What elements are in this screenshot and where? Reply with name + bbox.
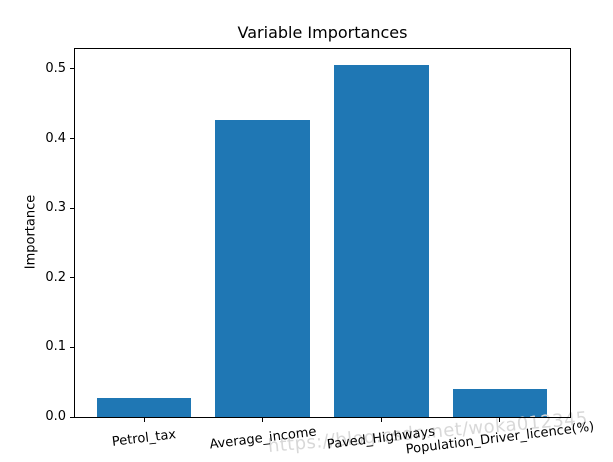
bar-average-income [215,119,311,417]
y-tick-label: 0.1 [45,339,66,355]
y-axis-label: Importance [23,194,39,270]
y-tick-mark [70,207,74,209]
x-tick-mark [262,418,264,422]
x-tick-mark [143,418,145,422]
y-tick-mark [70,138,74,139]
x-tick-mark [499,418,501,422]
chart-title: Variable Importances [237,23,408,42]
y-tick-label: 0.4 [45,130,66,146]
y-tick-label: 0.0 [45,409,66,424]
bar-population-driver-licence [452,389,548,417]
bar-petrol-tax [96,398,192,417]
y-tick-label: 0.2 [45,269,66,285]
x-tick-label-petrol-tax: Petrol_tax [111,427,177,450]
y-tick-mark [70,416,74,418]
y-tick-mark [70,346,74,348]
bar-paved-highways [333,65,429,417]
y-tick-mark [70,68,74,70]
plot-area [74,48,571,418]
y-tick-mark [70,277,74,279]
x-tick-mark [380,418,382,422]
y-tick-label: 0.5 [45,60,66,76]
y-tick-label: 0.3 [45,200,66,216]
